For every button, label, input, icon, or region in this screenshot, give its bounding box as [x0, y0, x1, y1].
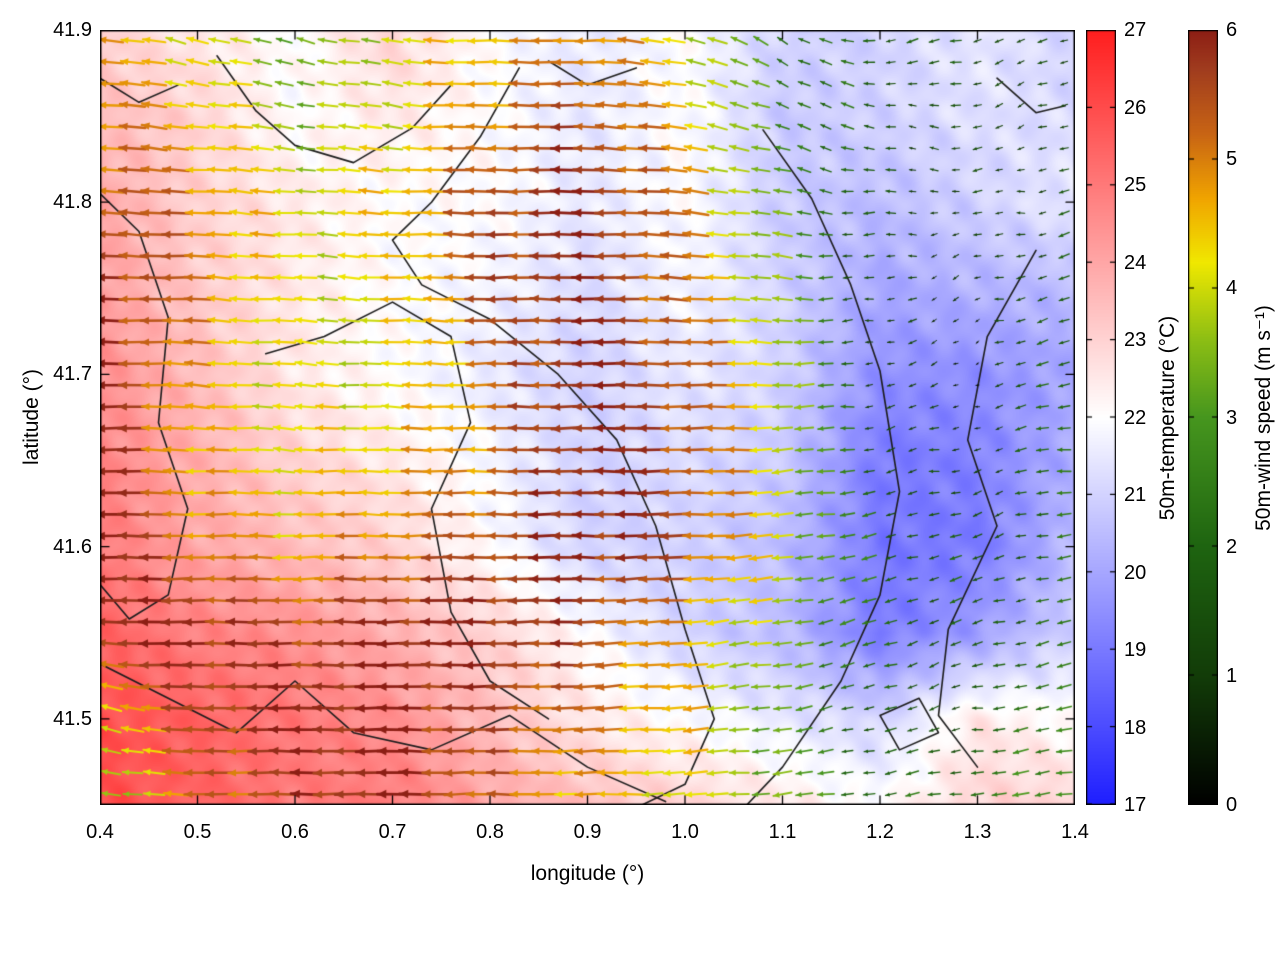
- x-tick-label: 0.9: [573, 821, 602, 843]
- wind-colorbar-tick-label: 0: [1226, 794, 1238, 816]
- temperature-colorbar-tick-label: 21: [1124, 484, 1147, 506]
- map-plot-canvas: [100, 30, 1075, 805]
- wind-colorbar-tick-label: 5: [1226, 148, 1238, 171]
- temperature-colorbar-tick-label: 18: [1124, 716, 1147, 739]
- y-axis-label: latitude (°): [20, 369, 43, 465]
- y-tick-label: 41.6: [53, 535, 92, 558]
- x-axis-label: longitude (°): [530, 862, 645, 885]
- temperature-colorbar: [1086, 30, 1116, 805]
- wind-colorbar-tick-label: 1: [1226, 664, 1238, 687]
- temperature-colorbar-tick-label: 25: [1124, 174, 1147, 196]
- x-tick-label: 1.4: [1061, 821, 1089, 843]
- temperature-colorbar-tick-label: 19: [1124, 639, 1147, 661]
- wind-colorbar: [1188, 30, 1218, 805]
- wind-colorbar-tick-label: 3: [1226, 406, 1238, 429]
- x-tick-label: 0.4: [86, 821, 114, 843]
- x-tick-label: 0.7: [378, 821, 407, 843]
- y-tick-label: 41.8: [53, 191, 92, 214]
- x-tick-label: 0.5: [183, 821, 212, 843]
- y-tick-label: 41.7: [53, 363, 92, 386]
- x-tick-label: 1.0: [671, 821, 699, 843]
- x-tick-label: 1.2: [866, 821, 894, 843]
- temperature-colorbar-tick-label: 24: [1124, 251, 1147, 274]
- temperature-colorbar-tick-label: 20: [1124, 561, 1147, 584]
- x-tick-label: 1.3: [963, 821, 992, 843]
- y-tick-label: 41.9: [53, 19, 92, 41]
- x-tick-label: 0.6: [281, 821, 309, 843]
- wind-colorbar-tick-label: 2: [1226, 535, 1238, 558]
- temperature-colorbar-tick-label: 23: [1124, 329, 1147, 351]
- temperature-colorbar-tick-label: 22: [1124, 406, 1147, 429]
- x-tick-label: 1.1: [768, 821, 797, 843]
- wind-colorbar-tick-label: 6: [1226, 19, 1238, 41]
- temperature-colorbar-tick-label: 27: [1124, 19, 1147, 41]
- y-tick-label: 41.5: [53, 707, 92, 730]
- wind-colorbar-tick-label: 4: [1226, 277, 1238, 300]
- temperature-colorbar-tick-label: 17: [1124, 794, 1147, 816]
- temperature-colorbar-tick-label: 26: [1124, 96, 1147, 119]
- x-tick-label: 0.8: [476, 821, 504, 843]
